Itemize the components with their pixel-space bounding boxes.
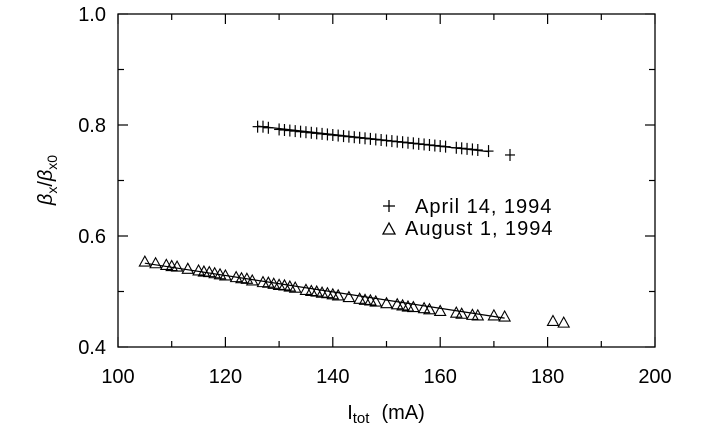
data-point-triangle [369,294,383,307]
data-point-triangle [240,272,254,284]
data-point-plus [472,143,483,156]
data-point-triangle [288,281,302,293]
data-point-plus [263,121,274,134]
data-point-triangle [138,254,152,267]
x-tick-label: 140 [316,366,349,388]
y-tick-label: 0.8 [78,115,106,137]
axis-tick-labels: 100 120 140 160 180 200 0.4 0.6 0.8 1.0 [78,4,672,388]
y-axis-label-sub-1: x [44,187,60,194]
x-axis-label-unit: (mA) [381,402,424,424]
data-point-triangle [331,288,345,301]
x-tick-label: 160 [424,366,457,388]
legend-item-august: August 1, 1994 [381,218,554,240]
data-point-triangle [218,268,232,281]
y-axis-label-beta-2: β [35,170,57,182]
legend-label-april: April 14, 1994 [415,196,552,218]
x-tick-label: 100 [101,366,134,388]
fit-line [144,262,505,319]
data-point-triangle [423,302,436,315]
y-axis-label-sub-2: x0 [44,155,60,170]
y-axis-label: βx/βx0 [35,155,60,206]
data-point-plus [257,120,268,133]
data-point-triangle [487,308,501,321]
y-axis-label-beta-1: β [35,194,57,206]
data-point-plus [505,148,516,161]
data-point-triangle [433,304,447,317]
legend-label-august: August 1, 1994 [405,218,554,240]
data-point-triangle [546,314,560,327]
data-point-triangle [149,256,163,269]
data-point-triangle [498,309,512,322]
data-point-triangle [455,307,469,319]
data-point-triangle [170,259,184,272]
axis-ticks [117,13,656,348]
x-axis-label-main: I [347,402,353,424]
y-axis-label-slash: / [35,181,57,187]
y-tick-label: 0.4 [78,337,106,359]
data-point-triangle [471,308,485,321]
legend-triangle-marker [381,221,397,235]
legend-item-april: April 14, 1994 [383,196,552,218]
data-point-triangle [245,273,259,286]
data-markers [138,120,571,328]
x-axis-label: Itot (mA) [347,402,425,427]
data-point-plus [440,140,451,153]
data-point-triangle [380,296,393,309]
x-axis-label-sub: tot [353,410,371,427]
data-point-triangle [406,300,420,313]
y-tick-label: 1.0 [78,4,106,26]
x-tick-label: 120 [209,366,242,388]
legend: April 14, 1994 August 1, 1994 [381,196,554,240]
data-point-triangle [342,290,356,303]
x-tick-label: 180 [531,366,564,388]
data-point-triangle [557,315,571,328]
data-point-plus [483,145,494,158]
data-point-triangle [181,262,195,274]
y-tick-label: 0.6 [78,226,106,248]
x-tick-label: 200 [638,366,671,388]
